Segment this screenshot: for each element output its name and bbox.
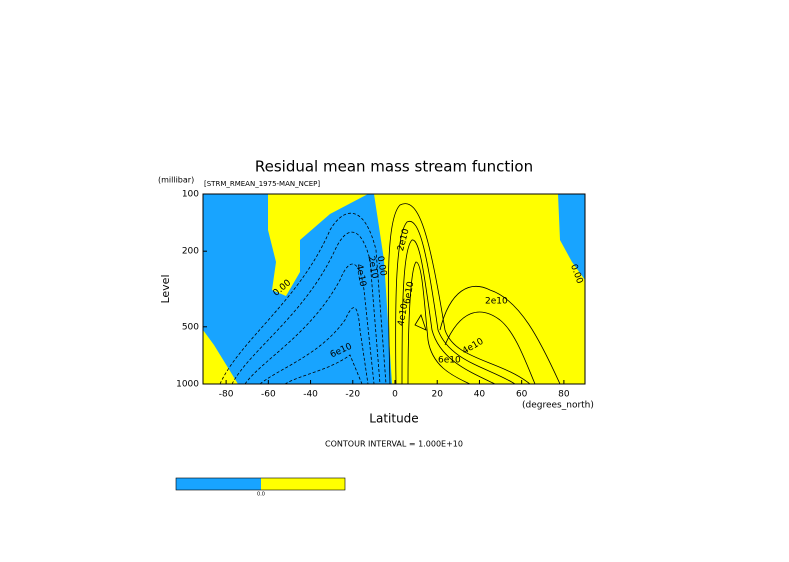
contour-label: 2e10 (366, 255, 380, 279)
subtitle: [STRM_RMEAN_1975-MAN_NCEP] (204, 180, 320, 188)
x-tick-label: 60 (516, 390, 528, 400)
x-unit: (degrees_north) (522, 401, 594, 411)
colorbar-label: 0.0 (257, 492, 265, 498)
x-tick-label: 0 (392, 390, 398, 400)
x-tick-label: 80 (558, 390, 570, 400)
colorbar-frame (175, 477, 346, 491)
y-unit: (millibar) (158, 176, 194, 185)
contour-label: 4e10 (397, 302, 411, 326)
x-axis-label: Latitude (369, 412, 418, 426)
contour-label: 0.00 (375, 255, 388, 277)
contour-label: 6e10 (438, 356, 461, 366)
footnote: CONTOUR INTERVAL = 1.000E+10 (325, 440, 463, 449)
x-tick-label: -40 (303, 390, 318, 400)
x-tick-label: 20 (431, 390, 443, 400)
contour-label: 4e10 (354, 263, 368, 287)
plot-frame (202, 193, 586, 385)
x-tick-label: -20 (345, 390, 360, 400)
contours (219, 203, 561, 385)
y-tick-label: 100 (182, 190, 199, 200)
x-tick-label: -60 (261, 390, 276, 400)
contour-label: 6e10 (403, 280, 417, 304)
colorbar-negative (176, 478, 261, 490)
contour-label: 2e10 (485, 297, 508, 307)
y-axis-label: Level (159, 274, 172, 303)
colorbar-positive (261, 478, 345, 490)
y-tick-label: 200 (182, 247, 199, 257)
negative-region (558, 194, 585, 280)
y-tick-label: 500 (182, 322, 199, 332)
chart-title: Residual mean mass stream function (255, 158, 533, 176)
negative-region (203, 194, 392, 384)
x-tick-label: -80 (219, 390, 234, 400)
y-tick-label: 1000 (176, 380, 199, 390)
x-tick-label: 40 (474, 390, 486, 400)
